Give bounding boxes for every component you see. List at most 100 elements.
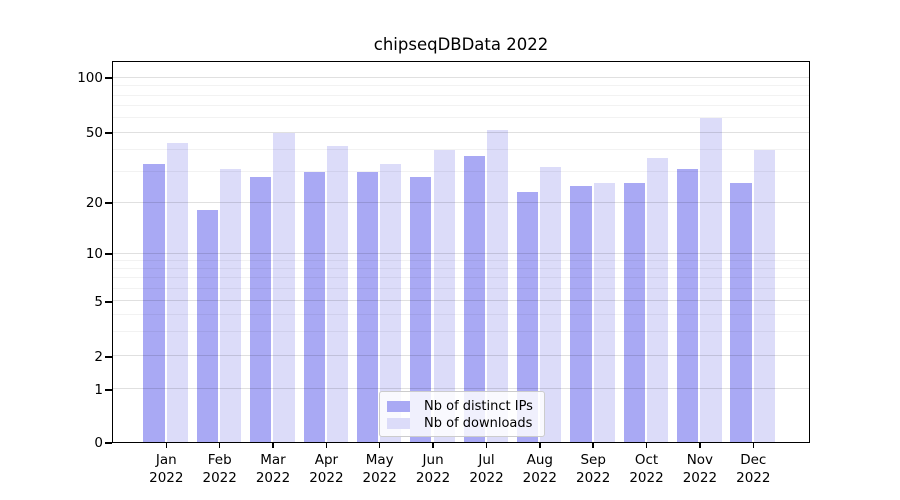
x-tick-mark-sep [592,443,594,448]
gridline-major-1 [113,388,809,390]
x-tick-month: Oct [634,452,659,468]
x-tick-year: 2022 [202,469,237,486]
bar-distinct-ips-nov [677,169,699,442]
x-tick-label-apr: Apr 2022 [294,452,358,487]
x-tick-month: Jul [478,452,495,468]
y-tick-mark-100 [105,77,112,79]
gridline-minor-9 [113,259,809,261]
x-tick-year: 2022 [149,469,184,486]
x-tick-label-aug: Aug 2022 [508,452,572,487]
y-tick-label-10: 10 [85,246,103,263]
gridline-minor-60 [113,117,809,119]
x-tick-label-oct: Oct 2022 [615,452,679,487]
x-tick-month: Dec [740,452,767,468]
gridline-minor-30 [113,170,809,172]
bar-downloads-jul [486,129,509,442]
bar-downloads-jun [433,149,455,442]
x-tick-label-jun: Jun 2022 [401,452,465,487]
x-tick-year: 2022 [522,469,557,486]
bar-distinct-ips-jul [463,155,485,442]
y-tick-label-100: 100 [77,69,103,86]
bar-distinct-ips-jan [143,164,165,442]
gridline-minor-4 [113,313,809,315]
bar-distinct-ips-apr [303,171,325,442]
bar-downloads-jan [166,142,188,442]
bar-downloads-feb [220,169,242,442]
x-tick-mark-jul [485,443,488,448]
x-tick-year: 2022 [629,469,664,486]
x-tick-month: Jan [155,452,177,468]
y-tick-mark-10 [105,253,112,255]
y-tick-label-0: 0 [94,435,103,451]
legend-swatch-downloads [387,418,410,429]
legend-item-distinct-ips: Nb of distinct IPs [387,398,544,415]
x-tick-month: Aug [526,452,553,468]
x-tick-label-nov: Nov 2022 [668,452,732,487]
y-tick-mark-5 [105,301,112,303]
x-tick-month: Nov [686,452,714,468]
x-tick-label-feb: Feb 2022 [188,452,252,487]
gridline-major-2 [113,355,809,357]
bar-distinct-ips-mar [250,176,272,442]
gridline-minor-40 [113,148,809,150]
x-tick-mark-may [378,443,381,448]
x-tick-mark-apr [325,443,328,448]
x-tick-year: 2022 [736,469,771,486]
gridline-minor-7 [113,277,809,279]
y-tick-label-50: 50 [85,124,103,141]
plot-area [112,61,810,443]
x-tick-mark-jun [432,443,434,448]
gridline-major-50 [113,131,809,133]
x-tick-year: 2022 [309,469,344,486]
y-tick-mark-50 [105,132,112,134]
x-tick-year: 2022 [469,469,504,486]
x-tick-mark-mar [272,443,274,448]
y-tick-label-1: 1 [94,382,103,399]
bar-downloads-may [380,164,402,442]
bar-distinct-ips-oct [623,182,645,442]
bar-downloads-aug [540,166,562,442]
legend: Nb of distinct IPs Nb of downloads [379,391,545,437]
bar-distinct-ips-sep [570,185,592,442]
x-tick-year: 2022 [415,469,451,486]
bar-distinct-ips-aug [516,191,539,442]
gridline-major-10 [113,252,809,254]
x-tick-mark-aug [539,443,541,448]
bar-downloads-mar [273,132,295,442]
x-tick-month: Sep [580,452,606,468]
legend-label: Nb of distinct IPs [424,399,533,414]
bar-downloads-sep [593,182,615,442]
gridline-minor-3 [113,331,809,332]
gridline-minor-70 [113,105,809,107]
gridline-minor-8 [113,268,809,269]
x-tick-label-jan: Jan 2022 [134,452,198,487]
bar-distinct-ips-may [356,171,379,442]
x-tick-year: 2022 [576,469,611,486]
gridline-minor-90 [113,85,809,87]
legend-label: Nb of downloads [424,416,533,431]
x-tick-mark-dec [752,443,755,448]
gridline-minor-80 [113,94,809,96]
gridline-major-5 [113,300,809,302]
gridline-minor-6 [113,287,809,289]
legend-swatch-distinct-ips [387,401,410,412]
chart-title: chipseqDBData 2022 [373,35,549,54]
y-tick-label-2: 2 [94,349,103,366]
x-tick-label-jul: Jul 2022 [455,452,519,487]
bar-distinct-ips-feb [196,210,219,442]
x-tick-mark-nov [699,443,701,448]
bar-downloads-nov [700,118,722,442]
y-tick-mark-20 [105,202,112,204]
bar-distinct-ips-jun [410,176,432,442]
x-tick-year: 2022 [682,469,718,486]
y-tick-label-5: 5 [94,294,103,310]
bar-distinct-ips-dec [730,182,752,442]
x-tick-month: Jun [422,452,444,468]
y-tick-label-20: 20 [85,194,103,211]
legend-item-downloads: Nb of downloads [387,415,544,432]
x-tick-label-dec: Dec 2022 [721,452,785,487]
gridline-major-100 [113,76,809,78]
y-tick-mark-1 [105,389,112,391]
gridline-major-20 [113,201,809,203]
